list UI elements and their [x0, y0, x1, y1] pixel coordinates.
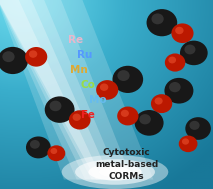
Circle shape: [139, 114, 151, 124]
Circle shape: [96, 80, 118, 100]
Polygon shape: [0, 0, 111, 180]
Circle shape: [0, 47, 28, 74]
Circle shape: [175, 27, 184, 34]
Circle shape: [121, 110, 129, 117]
Text: Ru: Ru: [77, 50, 92, 60]
Polygon shape: [0, 0, 102, 180]
Circle shape: [69, 110, 91, 129]
Circle shape: [26, 136, 51, 158]
Polygon shape: [0, 0, 132, 180]
Circle shape: [185, 117, 211, 140]
Circle shape: [47, 145, 65, 161]
Circle shape: [151, 13, 164, 24]
Circle shape: [112, 66, 143, 93]
Circle shape: [25, 47, 47, 67]
Circle shape: [147, 9, 177, 36]
Circle shape: [49, 101, 61, 111]
Text: Fe: Fe: [81, 110, 95, 120]
Circle shape: [155, 97, 163, 105]
Circle shape: [135, 110, 164, 136]
Text: Co: Co: [81, 80, 96, 90]
Circle shape: [189, 121, 200, 130]
Polygon shape: [0, 0, 119, 180]
Circle shape: [169, 82, 181, 92]
Text: Cytotoxic
metal-based
CORMs: Cytotoxic metal-based CORMs: [95, 148, 158, 181]
Polygon shape: [0, 0, 153, 180]
Ellipse shape: [99, 167, 131, 177]
Circle shape: [164, 78, 193, 104]
Circle shape: [171, 23, 194, 43]
Text: Mn: Mn: [70, 65, 88, 75]
Circle shape: [180, 41, 208, 65]
Circle shape: [100, 83, 108, 91]
Text: Re: Re: [68, 35, 83, 45]
Ellipse shape: [88, 163, 142, 180]
Circle shape: [179, 136, 197, 152]
Circle shape: [117, 70, 130, 81]
Circle shape: [2, 51, 15, 62]
Circle shape: [184, 45, 196, 54]
Circle shape: [151, 94, 172, 113]
Text: Mo: Mo: [89, 95, 107, 105]
Circle shape: [50, 148, 57, 154]
Circle shape: [30, 140, 40, 149]
Circle shape: [117, 107, 138, 125]
Circle shape: [165, 53, 185, 72]
Ellipse shape: [62, 155, 168, 189]
Ellipse shape: [75, 159, 155, 185]
Circle shape: [182, 138, 189, 145]
Circle shape: [29, 50, 37, 58]
Circle shape: [73, 114, 81, 121]
Circle shape: [168, 57, 176, 64]
Circle shape: [45, 96, 75, 123]
